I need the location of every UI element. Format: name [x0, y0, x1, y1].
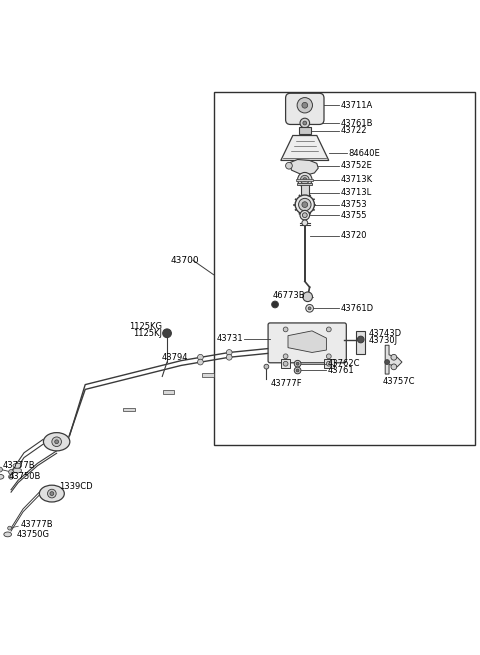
Text: 43711A: 43711A [341, 101, 373, 110]
Circle shape [296, 369, 299, 372]
Ellipse shape [13, 468, 22, 473]
Text: 43722: 43722 [341, 126, 367, 135]
Circle shape [308, 307, 311, 310]
Text: 84640E: 84640E [348, 149, 380, 158]
Circle shape [300, 118, 310, 128]
Text: 43750G: 43750G [17, 530, 50, 539]
Text: 43757C: 43757C [383, 377, 415, 386]
Bar [281, 360, 290, 368]
Text: 43752E: 43752E [341, 161, 372, 170]
Circle shape [198, 354, 203, 360]
Bar [214, 92, 475, 445]
Polygon shape [281, 136, 329, 160]
Text: 43750B: 43750B [9, 472, 41, 481]
Text: 43753: 43753 [341, 200, 367, 209]
Circle shape [302, 220, 308, 226]
Ellipse shape [0, 474, 4, 479]
Circle shape [294, 360, 301, 367]
Polygon shape [288, 331, 326, 352]
Circle shape [283, 354, 288, 359]
Circle shape [8, 526, 12, 530]
Polygon shape [356, 331, 365, 354]
Circle shape [283, 362, 288, 366]
Ellipse shape [43, 432, 70, 451]
Circle shape [9, 470, 13, 474]
Circle shape [296, 362, 299, 365]
Text: 43761D: 43761D [341, 304, 374, 313]
Bar [301, 183, 309, 197]
Circle shape [303, 121, 307, 125]
Text: 43731: 43731 [217, 333, 243, 343]
Circle shape [163, 329, 171, 337]
Circle shape [303, 292, 312, 301]
Text: 43743D: 43743D [369, 329, 402, 338]
Text: 43755: 43755 [341, 211, 367, 219]
Text: 43762C: 43762C [328, 359, 360, 368]
Bar [297, 183, 312, 185]
Circle shape [0, 467, 2, 472]
Circle shape [299, 198, 311, 211]
Circle shape [391, 364, 396, 369]
Text: 1339CD: 1339CD [59, 482, 93, 491]
Circle shape [300, 176, 309, 184]
Text: 1125KJ: 1125KJ [133, 329, 162, 338]
Text: 43761B: 43761B [341, 119, 373, 128]
Circle shape [385, 360, 390, 364]
Circle shape [50, 492, 54, 495]
Text: 43730J: 43730J [369, 336, 397, 345]
Circle shape [198, 359, 203, 365]
Circle shape [9, 474, 13, 479]
Circle shape [302, 213, 307, 217]
Circle shape [306, 305, 313, 312]
Ellipse shape [13, 463, 22, 468]
Text: 43761: 43761 [328, 366, 354, 375]
Text: 43713K: 43713K [341, 175, 373, 184]
Circle shape [227, 350, 232, 356]
Bar [123, 407, 135, 411]
Circle shape [272, 301, 278, 308]
Circle shape [302, 202, 308, 208]
Text: 43777B: 43777B [2, 461, 35, 470]
Circle shape [48, 489, 56, 498]
Circle shape [300, 210, 310, 220]
Ellipse shape [39, 485, 64, 502]
Circle shape [357, 336, 364, 343]
Circle shape [303, 178, 307, 181]
Text: 43777B: 43777B [21, 520, 53, 529]
Circle shape [55, 440, 59, 443]
Text: 43777F: 43777F [270, 379, 302, 388]
Bar [163, 390, 174, 394]
Circle shape [52, 437, 61, 447]
Text: 43713L: 43713L [341, 188, 372, 197]
Circle shape [295, 195, 314, 214]
Circle shape [302, 102, 308, 108]
Ellipse shape [4, 532, 12, 537]
Bar [299, 127, 311, 134]
FancyBboxPatch shape [286, 93, 324, 124]
Circle shape [297, 98, 312, 113]
Bar [296, 179, 313, 181]
Circle shape [283, 327, 288, 332]
Circle shape [264, 364, 269, 369]
Circle shape [298, 172, 312, 187]
Circle shape [294, 367, 301, 374]
Text: 46773B: 46773B [273, 291, 305, 301]
Circle shape [227, 354, 232, 360]
Text: 43700: 43700 [170, 256, 199, 265]
Text: 1125KG: 1125KG [129, 322, 162, 331]
Polygon shape [290, 160, 318, 175]
Polygon shape [385, 345, 402, 374]
Text: 43720: 43720 [341, 231, 367, 240]
Bar [324, 360, 334, 368]
Circle shape [286, 162, 292, 169]
Bar [203, 373, 214, 377]
Text: 43794: 43794 [162, 353, 189, 362]
FancyBboxPatch shape [268, 323, 347, 363]
Circle shape [326, 362, 331, 366]
Circle shape [326, 354, 331, 359]
Circle shape [326, 327, 331, 332]
Circle shape [391, 354, 396, 360]
